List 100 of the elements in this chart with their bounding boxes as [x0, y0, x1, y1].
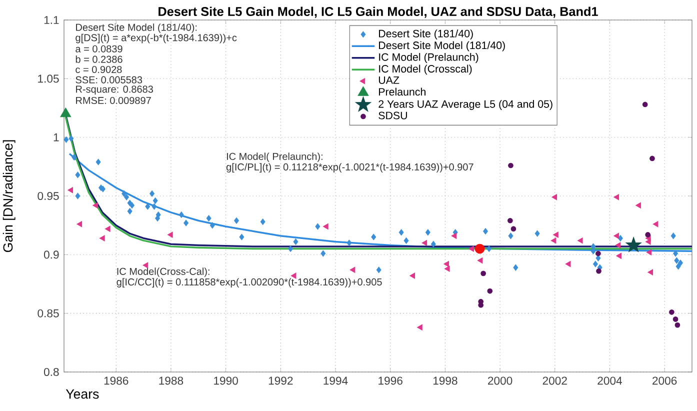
- point: [669, 309, 674, 315]
- point: [673, 250, 678, 257]
- x-tick-label: 2002: [542, 376, 567, 385]
- y-tick-label: 1.1: [44, 16, 59, 24]
- point: [315, 223, 320, 230]
- point: [260, 218, 266, 226]
- point: [234, 217, 239, 224]
- annotation: c = 0.9028: [76, 66, 122, 74]
- y-tick-label: 1: [54, 133, 59, 142]
- point: [508, 162, 514, 168]
- y-tick-label: 0.9: [44, 250, 59, 259]
- point: [474, 244, 485, 254]
- point: [76, 221, 82, 228]
- point: [650, 156, 655, 162]
- point: [371, 234, 376, 240]
- line-series: [68, 152, 692, 252]
- legend-label: Desert Site Model (181/40): [379, 41, 505, 52]
- point: [92, 202, 98, 208]
- point: [210, 222, 215, 229]
- point: [508, 232, 514, 240]
- legend-label: Prelaunch: [379, 88, 426, 96]
- point: [68, 187, 74, 194]
- point: [534, 230, 540, 237]
- point: [674, 322, 680, 328]
- point: [422, 240, 428, 246]
- legend-label: 2 Years UAZ Average L5 (04 and 05): [378, 100, 552, 110]
- point: [68, 135, 74, 142]
- point: [553, 232, 558, 238]
- y-tick-label: 0.85: [38, 309, 59, 318]
- point: [398, 229, 404, 236]
- x-tick-label: 1992: [268, 376, 293, 385]
- x-axis-title: Years: [66, 389, 99, 399]
- point: [206, 215, 212, 222]
- point: [648, 269, 653, 276]
- y-tick-label: 1.05: [38, 74, 59, 83]
- point: [480, 270, 486, 276]
- legend-label: IC Model (Crosscal): [379, 64, 472, 75]
- point: [444, 266, 450, 272]
- point: [645, 232, 651, 238]
- point: [614, 194, 619, 200]
- point: [487, 288, 493, 294]
- point: [674, 257, 680, 264]
- point: [417, 324, 422, 330]
- x-tick-label: 1988: [159, 376, 184, 385]
- legend-label: IC Model (Prelaunch): [379, 52, 478, 63]
- point: [626, 237, 642, 252]
- point: [646, 249, 652, 256]
- point: [293, 238, 298, 245]
- point: [652, 221, 658, 228]
- point: [616, 252, 622, 259]
- point: [60, 108, 72, 118]
- point: [508, 218, 513, 224]
- point: [596, 250, 601, 256]
- point: [320, 250, 326, 257]
- annotation: RMSE: 0.009897: [76, 96, 151, 104]
- y-tick-label: 0.95: [38, 192, 59, 200]
- point: [513, 264, 518, 271]
- x-tick-label: 1994: [324, 376, 348, 385]
- point: [145, 203, 150, 210]
- point: [430, 240, 436, 248]
- x-tick-label: 1998: [433, 376, 458, 385]
- point: [152, 203, 157, 210]
- point: [376, 266, 382, 274]
- point: [288, 246, 293, 252]
- legend-label: SDSU: [378, 112, 407, 120]
- point: [127, 208, 132, 214]
- point: [615, 242, 621, 248]
- point: [645, 238, 651, 245]
- point: [510, 226, 516, 232]
- point: [96, 158, 101, 166]
- point: [670, 232, 676, 240]
- annotation: IC Model(Cross-Cal):: [117, 268, 210, 277]
- point: [596, 268, 602, 274]
- x-tick-label: 2006: [652, 376, 677, 385]
- point: [124, 194, 130, 200]
- x-tick-label: 1996: [378, 376, 402, 385]
- annotation: Desert Site Model (181/40):: [76, 24, 197, 33]
- point: [642, 102, 648, 108]
- point: [184, 220, 189, 226]
- point: [155, 215, 160, 222]
- point: [75, 192, 80, 200]
- point: [404, 237, 409, 244]
- point: [672, 316, 678, 322]
- point: [425, 229, 430, 236]
- point: [614, 232, 619, 239]
- point: [678, 260, 683, 266]
- point: [552, 194, 558, 200]
- point: [130, 202, 134, 209]
- point: [350, 266, 356, 273]
- point: [477, 257, 483, 264]
- chart-title: Desert Site L5 Gain Model, IC L5 Gain Model, UAZ and SDSU Data, Band1: [158, 6, 598, 18]
- point: [104, 226, 110, 232]
- annotation: a = 0.0839: [76, 45, 122, 52]
- y-axis-title: Gain [DN/radiance]: [2, 140, 16, 252]
- x-tick-label: 1986: [104, 376, 128, 385]
- point: [577, 238, 583, 244]
- y-tick-label: 0.8: [44, 368, 59, 376]
- point: [167, 232, 173, 238]
- point: [178, 212, 184, 218]
- point: [322, 223, 328, 230]
